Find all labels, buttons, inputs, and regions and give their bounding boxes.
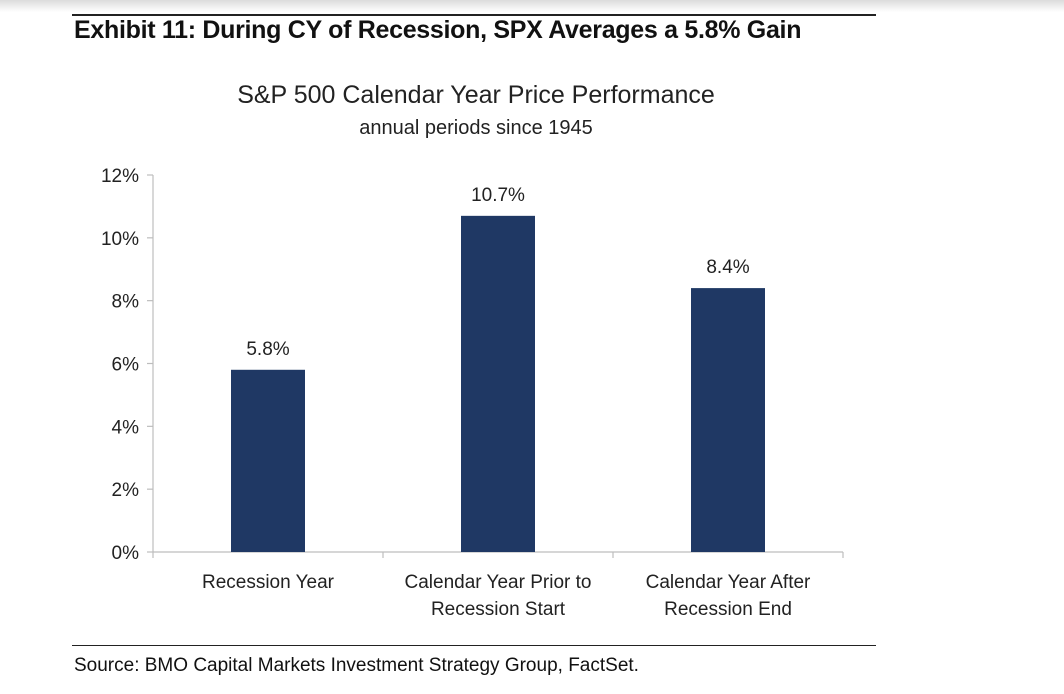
x-category-label: Recession End (664, 599, 792, 620)
bar (461, 215, 535, 552)
y-tick-label: 10% (101, 229, 139, 250)
window-top-shade (0, 0, 1064, 12)
source-note: Source: BMO Capital Markets Investment S… (74, 655, 639, 676)
data-label: 5.8% (246, 339, 289, 360)
bar (231, 369, 305, 552)
chart-bars (231, 215, 765, 552)
chart-title: S&P 500 Calendar Year Price Performance (237, 81, 715, 109)
y-tick-label: 4% (112, 417, 140, 438)
chart-labels: 5.8% Recession Year 10.7% Calendar Year Pri… (202, 185, 811, 620)
x-category-label: Calendar Year Prior to (405, 572, 592, 593)
data-label: 8.4% (706, 257, 749, 278)
x-category-label: Calendar Year After (646, 572, 811, 593)
y-tick-label: 2% (112, 480, 140, 501)
data-label: 10.7% (471, 185, 525, 206)
exhibit-title: Exhibit 11: During CY of Recession, SPX … (74, 16, 802, 44)
y-tick-label: 0% (112, 543, 140, 564)
y-tick-label: 6% (112, 355, 140, 376)
y-tick-label: 12% (101, 166, 139, 187)
x-category-label: Recession Start (431, 599, 566, 620)
bottom-rule (72, 645, 876, 646)
chart-axes: 0% 2% 4% 6% 8% 10% 12% (101, 166, 844, 564)
chart-subtitle: annual periods since 1945 (359, 117, 593, 139)
top-rule (72, 14, 876, 16)
bar (691, 288, 765, 552)
x-category-label: Recession Year (202, 572, 335, 593)
y-tick-label: 8% (112, 292, 140, 313)
